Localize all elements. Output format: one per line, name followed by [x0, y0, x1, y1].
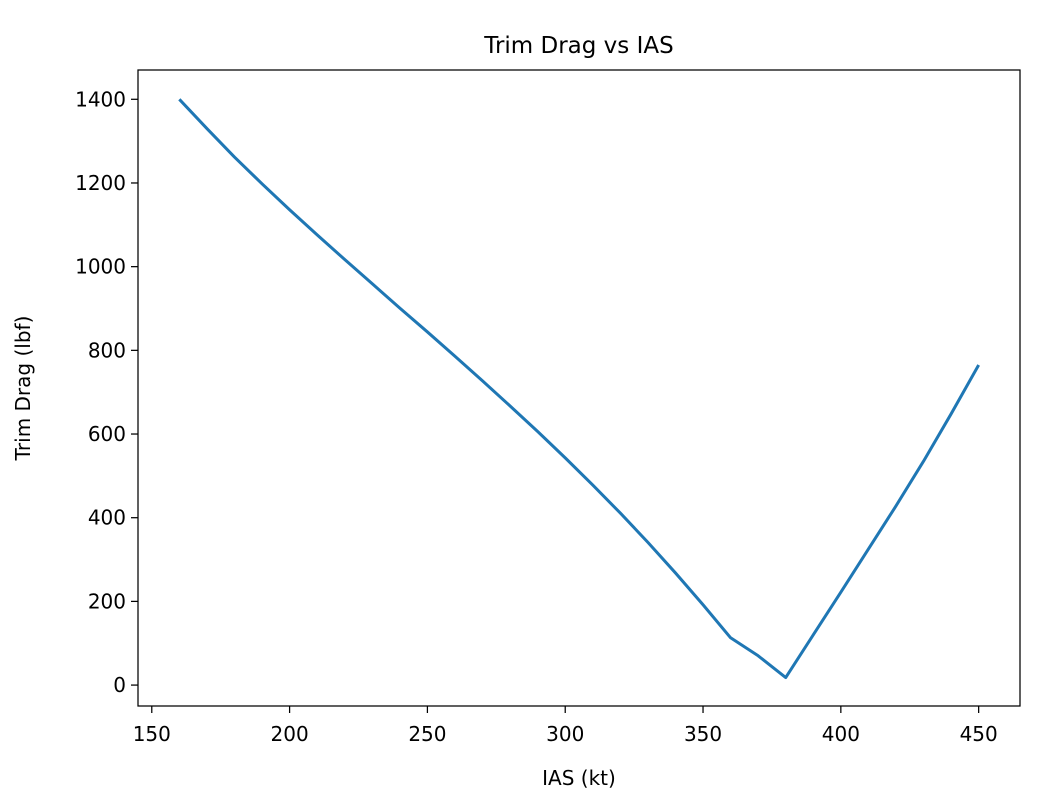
- y-tick-label: 800: [88, 338, 126, 362]
- x-axis-label: IAS (kt): [542, 766, 616, 790]
- y-tick-label: 1000: [75, 255, 126, 279]
- y-tick-label: 1200: [75, 171, 126, 195]
- x-tick-label: 400: [822, 722, 860, 746]
- y-tick-label: 200: [88, 589, 126, 613]
- x-axis-ticks: 150 200 250 300 350 400 450: [133, 706, 998, 746]
- chart-title: Trim Drag vs IAS: [483, 33, 673, 59]
- y-tick-label: 600: [88, 422, 126, 446]
- y-tick-label: 1400: [75, 87, 126, 111]
- series-line-0: [178, 98, 980, 680]
- y-axis-label: Trim Drag (lbf): [11, 316, 35, 462]
- x-tick-label: 250: [408, 722, 446, 746]
- y-axis-ticks: 0 200 400 600 800 1000 1200 1400: [75, 87, 138, 697]
- series-layer: [178, 98, 980, 680]
- y-tick-label: 0: [113, 673, 126, 697]
- x-tick-label: 150: [133, 722, 171, 746]
- plot-area-frame: [137, 69, 1021, 707]
- x-tick-label: 200: [271, 722, 309, 746]
- y-tick-label: 400: [88, 506, 126, 530]
- x-tick-label: 350: [684, 722, 722, 746]
- x-tick-label: 300: [546, 722, 584, 746]
- x-tick-label: 450: [960, 722, 998, 746]
